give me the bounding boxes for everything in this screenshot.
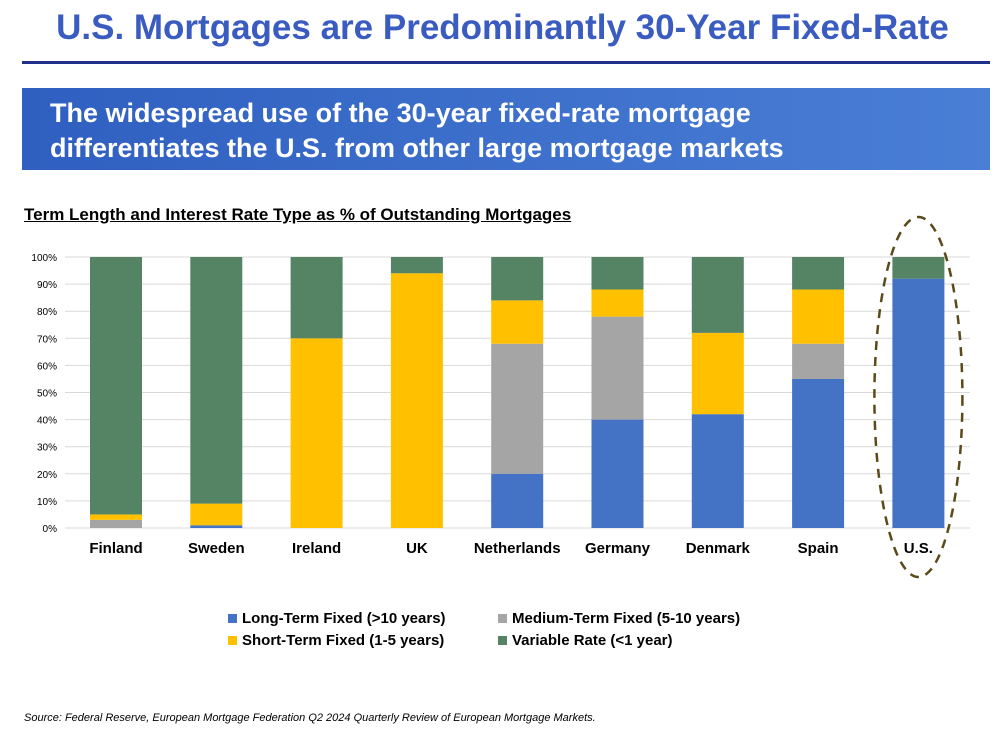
bar-segment — [691, 414, 744, 528]
bar-segment — [591, 316, 644, 420]
chart-title: Term Length and Interest Rate Type as % … — [24, 205, 572, 224]
bar-segment — [691, 332, 744, 415]
legend-item-short-term: Short-Term Fixed (1-5 years) — [228, 632, 498, 649]
legend-label: Variable Rate (<1 year) — [512, 632, 673, 649]
y-tick-label: 10% — [37, 497, 57, 508]
bar-segment — [90, 519, 142, 528]
legend-swatch — [498, 636, 507, 645]
y-tick-label: 100% — [31, 253, 57, 264]
bar-segment — [190, 525, 243, 528]
legend-label: Short-Term Fixed (1-5 years) — [242, 632, 445, 649]
bar-segment — [491, 473, 544, 528]
bar-segment — [892, 278, 945, 528]
legend-label: Medium-Term Fixed (5-10 years) — [512, 610, 741, 627]
x-tick-label: Spain — [798, 540, 839, 557]
y-tick-label: 20% — [37, 470, 57, 481]
title-divider — [22, 61, 990, 64]
y-tick-label: 60% — [37, 361, 57, 372]
chart-legend: Long-Term Fixed (>10 years) Medium-Term … — [228, 610, 778, 649]
legend-swatch — [498, 614, 507, 623]
highlight-ellipse — [873, 215, 964, 579]
y-tick-label: 80% — [37, 307, 57, 318]
x-tick-label: Netherlands — [474, 540, 561, 557]
slide-title: U.S. Mortgages are Predominantly 30-Year… — [56, 8, 949, 47]
bar-segment — [591, 419, 644, 528]
subtitle-banner: The widespread use of the 30-year fixed-… — [22, 88, 990, 170]
legend-swatch — [228, 614, 237, 623]
y-tick-label: 40% — [37, 416, 57, 427]
legend-item-variable: Variable Rate (<1 year) — [498, 632, 778, 649]
bar-segment — [792, 343, 845, 379]
bar-segment — [792, 378, 845, 528]
legend-item-long-term: Long-Term Fixed (>10 years) — [228, 610, 498, 627]
bar-segment — [290, 338, 343, 528]
x-tick-label: Germany — [585, 540, 651, 557]
y-tick-label: 50% — [37, 389, 57, 400]
bar-segment — [190, 503, 243, 526]
bar-segment — [591, 289, 644, 317]
bar-segment — [591, 257, 644, 290]
bar-segment — [390, 273, 443, 528]
y-tick-label: 0% — [43, 524, 58, 535]
x-tick-label: Ireland — [292, 540, 341, 557]
bar-segment — [491, 257, 544, 301]
bar-segment — [691, 257, 744, 333]
bar-segment — [892, 257, 945, 279]
x-tick-label: Sweden — [188, 540, 245, 557]
bar-segment — [90, 514, 142, 520]
bar-segment — [792, 257, 845, 290]
y-tick-label: 30% — [37, 443, 57, 454]
banner-line-2: differentiates the U.S. from other large… — [50, 133, 784, 163]
banner-line-1: The widespread use of the 30-year fixed-… — [50, 98, 751, 128]
bar-segment — [491, 343, 544, 474]
x-tick-label: U.S. — [904, 540, 933, 557]
bar-segment — [290, 257, 343, 339]
x-tick-label: Finland — [89, 540, 142, 557]
bar-segment — [390, 257, 443, 274]
bar-segment — [90, 257, 142, 515]
legend-swatch — [228, 636, 237, 645]
legend-label: Long-Term Fixed (>10 years) — [242, 610, 446, 627]
bar-segment — [792, 289, 845, 344]
y-tick-label: 70% — [37, 334, 57, 345]
bar-segment — [190, 257, 243, 504]
x-tick-label: UK — [406, 540, 428, 557]
source-note: Source: Federal Reserve, European Mortga… — [24, 712, 596, 724]
x-tick-label: Denmark — [686, 540, 751, 557]
bar-segment — [491, 300, 544, 344]
legend-item-medium-term: Medium-Term Fixed (5-10 years) — [498, 610, 778, 627]
y-tick-label: 90% — [37, 280, 57, 291]
